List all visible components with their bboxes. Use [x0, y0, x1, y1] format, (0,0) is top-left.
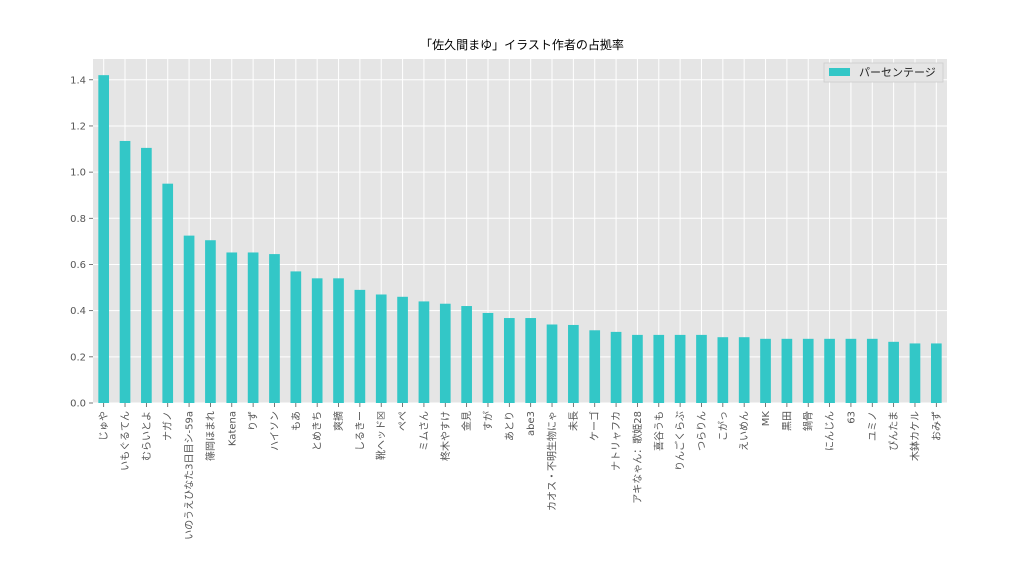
bar — [568, 324, 579, 403]
x-tick-label: 木鉢カケル — [908, 411, 921, 461]
y-tick-label: 1.4 — [70, 75, 86, 86]
bar — [632, 334, 643, 403]
bar — [311, 278, 323, 403]
x-tick-label: いもぐるてん — [120, 411, 132, 471]
x-tick-label: あとり — [504, 411, 516, 441]
bar — [760, 338, 771, 403]
bar — [802, 338, 814, 403]
x-tick-label: ぺぺ — [398, 411, 409, 431]
x-tick-label: 未長 — [568, 411, 580, 431]
x-tick-label: つらりん — [696, 411, 708, 451]
bar — [141, 147, 152, 403]
bar — [610, 331, 622, 403]
bar — [290, 271, 302, 403]
legend-swatch — [829, 68, 850, 76]
x-axis-ticks: じゅや いもぐるてん むらいとよ ナガノ いのうえひなた3日目シ-59a 篠岡ほまれ Kat… — [98, 403, 943, 540]
x-tick-label: にんじん — [824, 411, 836, 451]
chart-title: 「佐久間まゆ」イラスト作者の占拠率 — [420, 37, 624, 52]
y-axis-ticks: 0.0 0.2 0.4 0.6 0.8 1.0 1.2 1.4 — [70, 75, 93, 410]
x-tick-label: ナガノ — [162, 411, 174, 441]
bar — [119, 140, 131, 404]
x-tick-label: 篠岡ほまれ — [204, 411, 217, 461]
bar — [909, 343, 921, 403]
bar — [888, 341, 899, 403]
x-tick-label: とめきち — [312, 411, 324, 451]
x-tick-label: ユミノ — [868, 411, 879, 441]
y-tick-label: 0.6 — [70, 260, 86, 271]
x-tick-label: MK — [761, 411, 772, 427]
bar — [653, 334, 665, 403]
x-tick-label: ナトリャフカ — [611, 411, 623, 471]
x-tick-label: むらいとよ — [141, 411, 153, 461]
bar — [824, 338, 835, 403]
x-tick-label: すが — [481, 411, 494, 431]
bar — [461, 306, 472, 403]
y-tick-label: 1.2 — [70, 121, 86, 132]
x-tick-label: abe3 — [526, 411, 537, 436]
y-tick-label: 0.4 — [70, 306, 86, 317]
bar — [226, 252, 238, 403]
x-tick-label: ミムさん — [418, 411, 430, 451]
x-tick-label: アキなゃん：歌姫28 — [631, 411, 644, 504]
x-tick-label: りず — [248, 411, 260, 431]
bar — [333, 278, 344, 403]
x-tick-label: しるきー — [354, 411, 366, 451]
bar — [845, 338, 857, 403]
bar — [354, 289, 366, 403]
bar — [375, 294, 387, 403]
bar — [930, 343, 942, 403]
x-tick-label: おみず — [931, 411, 943, 441]
legend-label: パーセンテージ — [859, 66, 936, 79]
x-tick-label: ケーゴ — [588, 411, 601, 441]
x-tick-label: ぴんたま — [888, 411, 900, 451]
bar — [589, 330, 601, 403]
x-tick-label: 鍋骨 — [802, 411, 815, 431]
bars — [98, 75, 942, 404]
bar — [866, 338, 878, 403]
plot-area — [93, 59, 947, 403]
x-tick-label: 靴ヘッド☒ — [375, 411, 388, 460]
bar — [696, 334, 707, 403]
x-tick-label: 爽摘 — [332, 411, 345, 431]
x-tick-label: えいめん — [739, 411, 751, 451]
x-tick-label: りんごくらぶ — [674, 411, 687, 471]
bar — [397, 296, 408, 403]
x-tick-label: 63 — [846, 411, 857, 424]
x-tick-label: 喜谷うも — [652, 411, 665, 451]
bar — [439, 303, 451, 403]
x-tick-label: こがっ — [716, 411, 729, 441]
legend-box — [823, 62, 944, 83]
x-tick-label: カオス・不明生物にゃ — [546, 411, 559, 511]
bar — [269, 254, 280, 403]
bar — [98, 75, 110, 403]
bar — [482, 312, 494, 403]
bar — [183, 235, 195, 403]
y-tick-label: 0.0 — [70, 399, 86, 410]
bar — [546, 324, 558, 403]
y-tick-label: 0.2 — [70, 352, 86, 363]
bar — [674, 334, 686, 403]
bar — [247, 252, 259, 403]
bar — [781, 338, 793, 403]
bar — [418, 301, 430, 403]
x-tick-label: もあ — [290, 411, 302, 431]
bar — [205, 240, 216, 403]
y-tick-label: 0.8 — [70, 214, 86, 225]
bar — [738, 337, 750, 403]
bar — [717, 337, 729, 403]
bar — [162, 183, 174, 403]
y-tick-label: 1.0 — [70, 168, 86, 179]
x-tick-label: Katena — [227, 411, 238, 446]
legend: パーセンテージ — [823, 62, 944, 83]
x-tick-label: じゅや — [98, 411, 110, 441]
bar — [525, 318, 537, 403]
x-tick-label: 金見 — [460, 411, 473, 431]
x-tick-label: 黒田 — [781, 411, 793, 431]
x-tick-label: いのうえひなた3日目シ-59a — [184, 411, 196, 540]
x-tick-label: ハイソン — [270, 411, 281, 451]
bar — [503, 318, 515, 403]
x-tick-label: 柊木やすけ — [439, 411, 452, 461]
